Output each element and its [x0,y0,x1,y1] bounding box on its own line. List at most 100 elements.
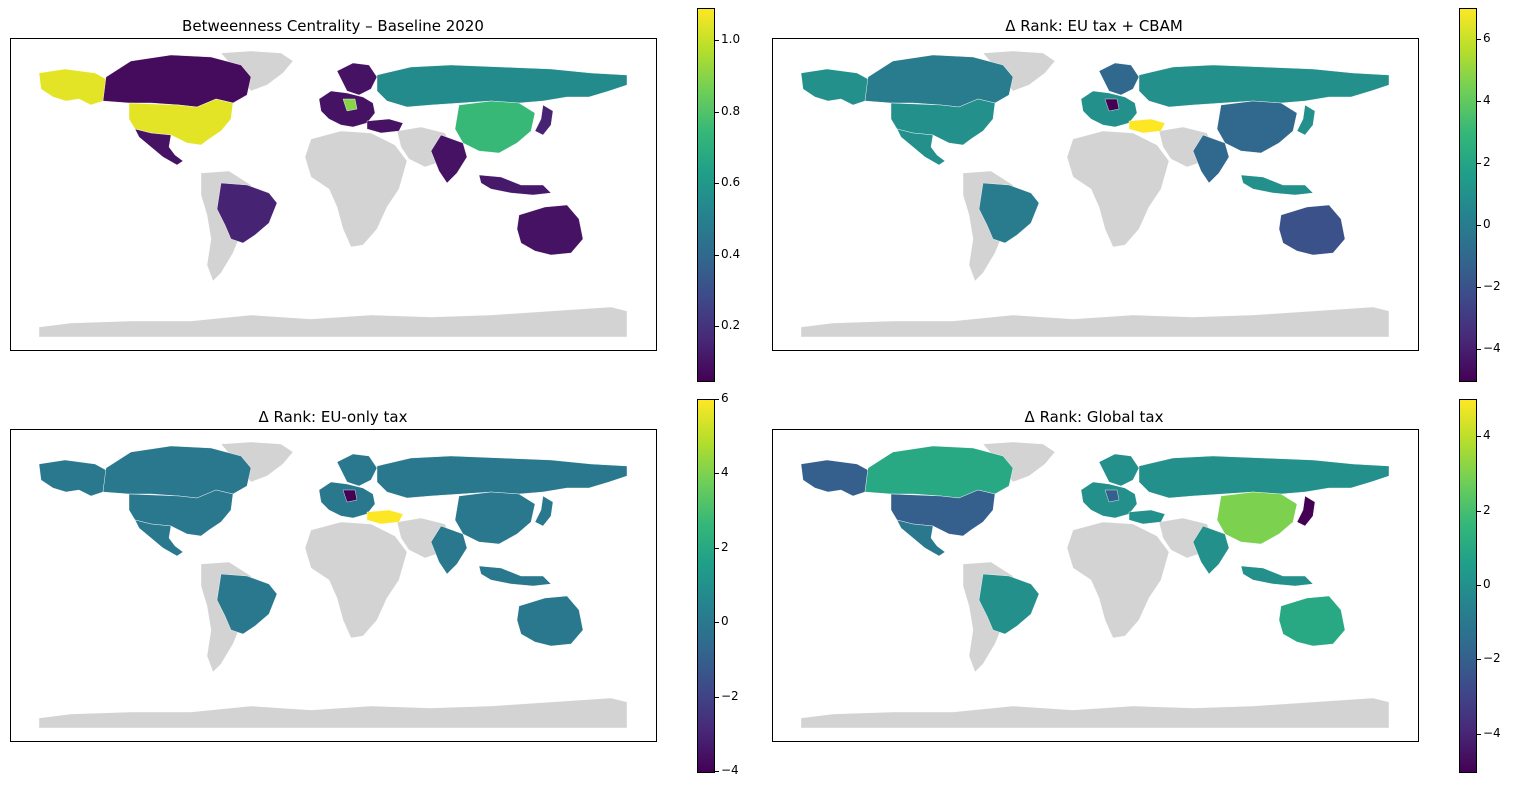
world-choropleth [38,50,628,338]
region-canada [864,54,1014,108]
colorbar-tick-label: 0.6 [721,175,741,189]
colorbar-tick-label: 0.2 [721,318,741,332]
region-china [1216,100,1298,154]
region-africa [1066,521,1170,639]
region-africa [304,521,408,639]
colorbar-tick-label: 2 [721,540,729,554]
region-russia [1138,455,1390,499]
region-japan [534,495,554,527]
map-title: Δ Rank: Global tax [1024,408,1164,426]
region-canada [864,445,1014,499]
colorbar-tick-mark [715,255,719,256]
region-japan [1296,104,1316,136]
colorbar-tick-label: −2 [721,689,739,703]
region-mexico [896,519,946,557]
map-area [10,38,657,351]
region-mexico [896,128,946,166]
region-alaska [800,68,869,106]
region-china [454,100,536,154]
world-choropleth [38,441,628,729]
colorbar-tick-mark [715,771,719,772]
region-australia [516,204,584,256]
colorbar-tick-mark [1477,436,1481,437]
region-antarctica [800,306,1390,338]
colorbar-tick-label: 4 [1483,428,1491,442]
colorbar-tick-mark [1477,101,1481,102]
colorbar-tick-label: 1.0 [721,32,741,46]
colorbar-tick-mark [715,40,719,41]
colorbar-tick-mark [715,399,719,400]
colorbar-tick-label: 0.4 [721,247,741,261]
region-japan [534,104,554,136]
region-china [454,491,536,545]
map-title: Δ Rank: EU tax + CBAM [1005,17,1183,35]
world-choropleth [800,50,1390,338]
colorbar-tick-mark [1477,225,1481,226]
colorbar-tick-mark [715,183,719,184]
region-alaska [38,459,107,497]
colorbar-tick-label: 0.8 [721,104,741,118]
region-canada [102,54,252,108]
colorbar-tick-mark [715,697,719,698]
region-russia [376,455,628,499]
region-scandinavia [336,62,378,96]
region-antarctica [38,697,628,729]
colorbar-tick-mark [715,622,719,623]
region-brazil [216,573,278,635]
colorbar-tick-mark [1477,39,1481,40]
colorbar-tick-label: 0 [721,614,729,628]
map-area [772,429,1419,742]
region-turkey [366,509,404,525]
region-australia [1278,595,1346,647]
colorbar-tick-mark [1477,349,1481,350]
colorbar-tick-label: 2 [1483,155,1491,169]
region-turkey [1128,509,1166,525]
region-india [430,525,468,575]
region-alaska [800,459,869,497]
world-choropleth [800,441,1390,729]
map-area [10,429,657,742]
colorbar-tick-label: −4 [721,763,739,777]
colorbar-tick-label: −4 [1483,726,1501,740]
colorbar-tick-mark [715,112,719,113]
colorbar-tick-mark [715,326,719,327]
colorbar-tick-mark [1477,511,1481,512]
colorbar-tick-mark [1477,585,1481,586]
colorbar-tick-label: 0 [1483,577,1491,591]
region-germany [1104,98,1120,112]
region-turkey [366,118,404,134]
region-indonesia [1240,565,1314,587]
region-japan [1296,495,1316,527]
region-china [1216,491,1298,545]
region-scandinavia [1098,62,1140,96]
region-antarctica [800,697,1390,729]
region-russia [376,64,628,108]
colorbar-tick-mark [1477,287,1481,288]
colorbar-tick-label: 4 [1483,93,1491,107]
colorbar [1459,8,1477,382]
colorbar [1459,399,1477,773]
region-germany [342,489,358,503]
colorbar-tick-mark [1477,163,1481,164]
colorbar-tick-mark [715,473,719,474]
region-russia [1138,64,1390,108]
region-africa [304,130,408,248]
colorbar-tick-label: −4 [1483,341,1501,355]
region-india [430,134,468,184]
region-turkey [1128,118,1166,134]
region-brazil [216,182,278,244]
region-indonesia [478,565,552,587]
region-antarctica [38,306,628,338]
region-australia [1278,204,1346,256]
region-india [1192,525,1230,575]
colorbar-tick-mark [1477,659,1481,660]
map-area [772,38,1419,351]
region-indonesia [478,174,552,196]
region-brazil [978,573,1040,635]
region-africa [1066,130,1170,248]
colorbar-tick-label: 2 [1483,503,1491,517]
region-scandinavia [1098,453,1140,487]
colorbar-tick-mark [715,548,719,549]
map-title: Δ Rank: EU-only tax [258,408,408,426]
region-mexico [134,519,184,557]
